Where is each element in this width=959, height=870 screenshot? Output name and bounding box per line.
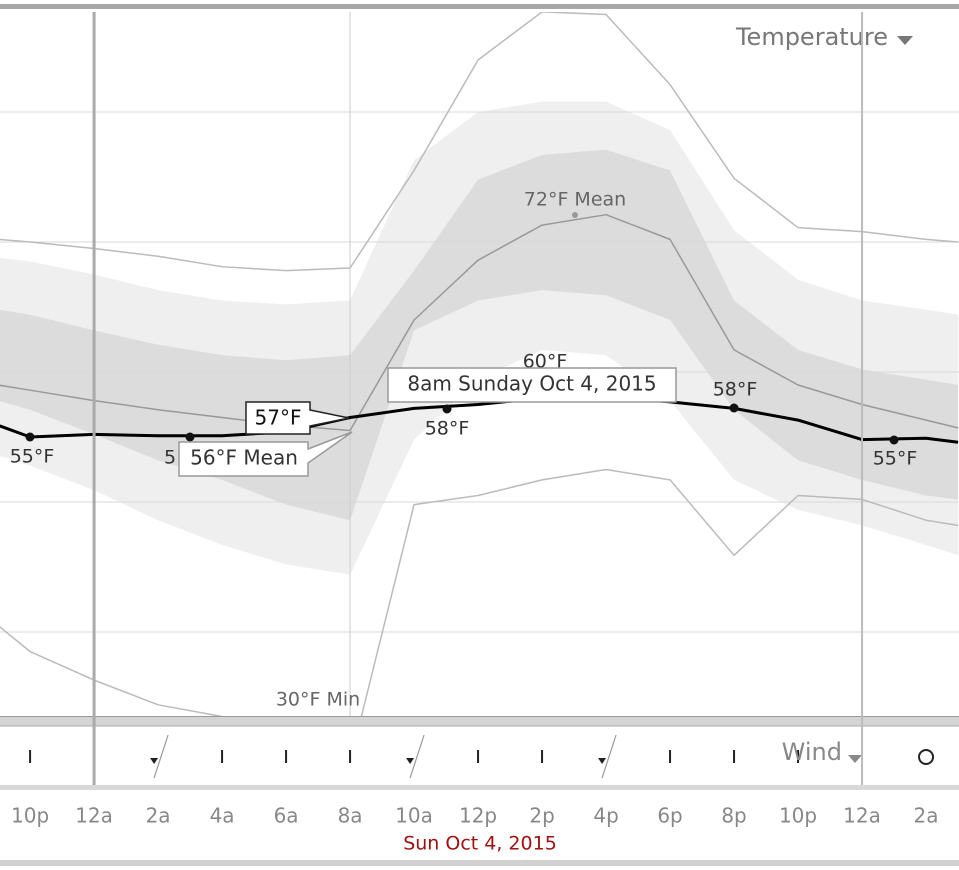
- annotation: 58°F: [425, 418, 470, 440]
- x-tick-label: 2a: [146, 804, 171, 828]
- date-label: Sun Oct 4, 2015: [403, 833, 557, 855]
- overlay: 72°F Mean 60°F 58°F 58°F 55°F 55°F 5 30°F Min 8a…: [10, 189, 918, 711]
- callout-box: [245, 401, 350, 435]
- point-marker: [25, 432, 35, 442]
- wind-arrow: [409, 734, 425, 779]
- x-tick-label: 12p: [459, 804, 497, 828]
- wind-arrow: [601, 734, 617, 779]
- point-marker: [572, 212, 578, 218]
- wind-strip: [29, 734, 935, 779]
- annotation: 55°F: [10, 446, 55, 468]
- x-tick-label: 4p: [593, 804, 618, 828]
- x-tick-label: 10p: [11, 804, 49, 828]
- series-line: [0, 395, 959, 444]
- series-line: [0, 12, 959, 272]
- annotation: 5: [164, 447, 176, 469]
- panel-separator: [0, 785, 959, 790]
- point-marker: [442, 404, 452, 414]
- x-tick-label: 12a: [75, 804, 113, 828]
- point-marker: [889, 435, 899, 445]
- tooltip-box: [387, 367, 677, 403]
- wind-arrow-head: [406, 758, 415, 764]
- annotation: 55°F: [873, 448, 918, 470]
- range-band: [0, 149, 959, 521]
- callout-text: 57°F: [255, 406, 302, 430]
- top-border: [0, 4, 959, 9]
- x-tick-label: 8a: [338, 804, 363, 828]
- series-line: [0, 213, 959, 432]
- x-tick-label: 8p: [721, 804, 746, 828]
- wind-selector[interactable]: Wind: [782, 738, 842, 766]
- annotation: 58°F: [713, 379, 758, 401]
- x-tick-label: 2a: [914, 804, 939, 828]
- tooltip-text: 8am Sunday Oct 4, 2015: [407, 372, 656, 396]
- annotation: 60°F: [523, 351, 568, 373]
- x-tick-label: 2p: [529, 804, 554, 828]
- bottom-border: [0, 860, 959, 866]
- dropdown-arrow[interactable]: [897, 36, 913, 45]
- wind-arrow-head: [150, 758, 159, 764]
- point-marker: [185, 432, 195, 442]
- wind-arrow: [153, 734, 169, 779]
- x-tick-label: 12a: [843, 804, 881, 828]
- wind-arrow-head: [598, 758, 607, 764]
- annotation: 72°F Mean: [524, 189, 626, 211]
- wind-calm: [918, 749, 935, 765]
- annotation: 30°F Min: [276, 689, 360, 711]
- panel-separator: [0, 716, 959, 726]
- dropdown-arrow[interactable]: [848, 755, 862, 763]
- x-tick-label: 10p: [779, 804, 817, 828]
- callout-box: [178, 431, 353, 477]
- x-tick-label: 4a: [210, 804, 235, 828]
- series-line: [0, 468, 959, 716]
- point-marker: [729, 403, 739, 413]
- x-tick-label: 6p: [657, 804, 682, 828]
- x-tick-label: 10a: [395, 804, 433, 828]
- x-tick-label: 6a: [274, 804, 299, 828]
- temperature-selector[interactable]: Temperature: [735, 23, 888, 51]
- callout-text: 56°F Mean: [190, 446, 298, 470]
